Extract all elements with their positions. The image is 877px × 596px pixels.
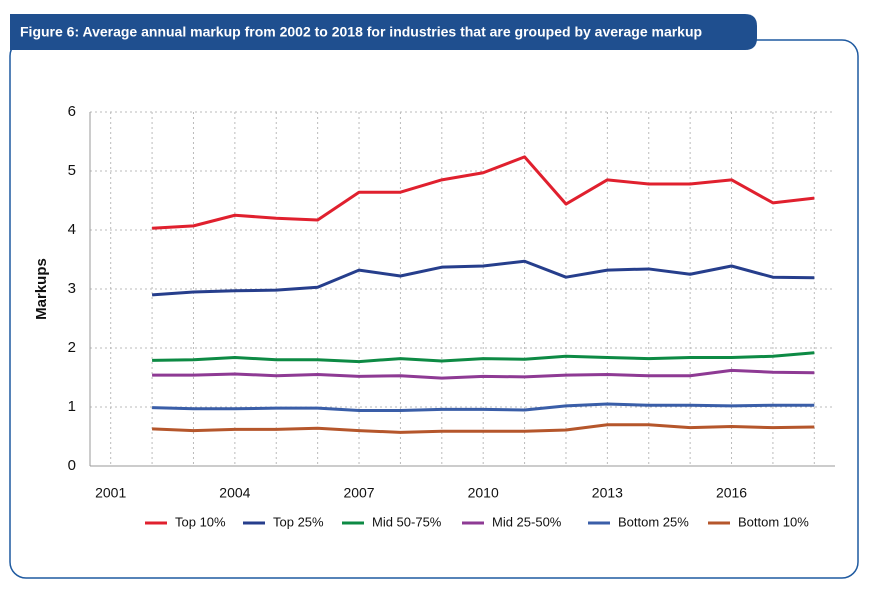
x-tick-label: 2007 — [343, 485, 374, 501]
title-banner — [10, 14, 757, 50]
chart-title: Figure 6: Average annual markup from 200… — [20, 24, 702, 40]
series-line — [151, 155, 815, 230]
x-tick-label: 2013 — [592, 485, 623, 501]
y-tick-label: 5 — [68, 162, 76, 179]
x-tick-label: 2016 — [716, 485, 747, 501]
series-line — [152, 368, 815, 380]
legend-label: Bottom 25% — [618, 514, 689, 529]
series-line — [152, 423, 815, 434]
series-line — [152, 402, 815, 413]
series-line — [152, 351, 815, 364]
y-tick-label: 3 — [68, 280, 76, 297]
y-tick-label: 0 — [68, 457, 76, 474]
x-tick-label: 2010 — [468, 485, 499, 501]
y-tick-label: 1 — [68, 398, 76, 415]
legend-label: Mid 25-50% — [492, 514, 562, 529]
legend-label: Top 10% — [175, 514, 226, 529]
y-tick-label: 4 — [68, 221, 76, 238]
y-tick-label: 2 — [68, 339, 76, 356]
legend-label: Mid 50-75% — [372, 514, 442, 529]
x-tick-label: 2004 — [219, 485, 250, 501]
legend-label: Top 25% — [273, 514, 324, 529]
y-tick-label: 6 — [68, 103, 76, 120]
y-axis-label: Markups — [33, 258, 50, 320]
legend-label: Bottom 10% — [738, 514, 809, 529]
series-line — [151, 259, 815, 297]
x-tick-label: 2001 — [95, 485, 126, 501]
